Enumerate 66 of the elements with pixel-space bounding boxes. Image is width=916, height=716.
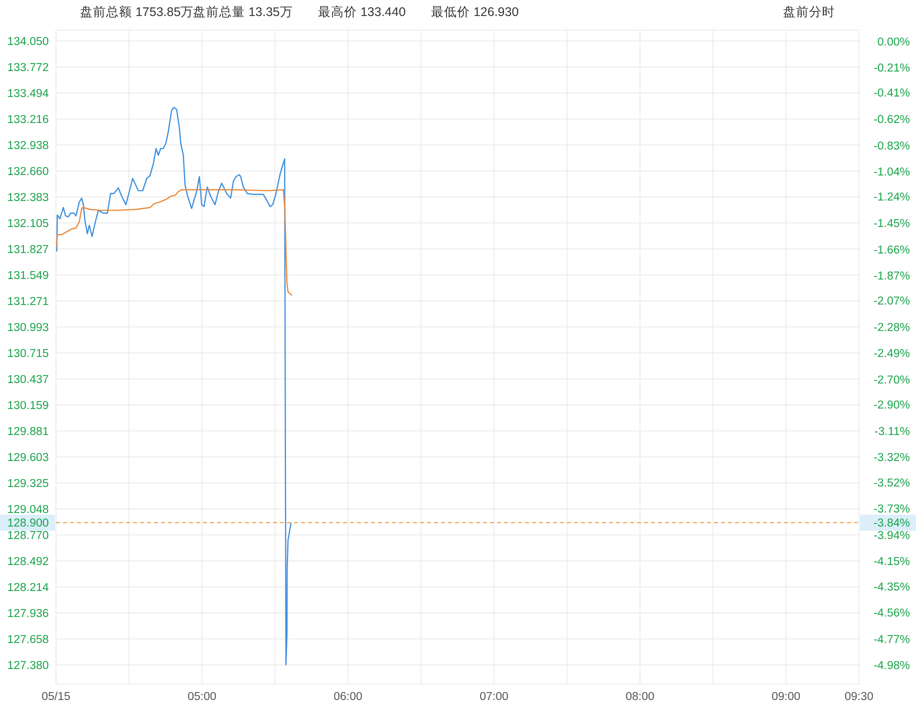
y2-tick-label: -0.21% — [874, 62, 910, 75]
y2-tick-label: -0.62% — [874, 114, 910, 126]
y2-tick-label: -4.77% — [874, 634, 910, 646]
y-tick-label: 130.159 — [7, 400, 49, 412]
y2-tick-label: -3.94% — [874, 530, 910, 542]
x-tick-label: 06:00 — [334, 691, 362, 703]
x-tick-label: 09:30 — [844, 691, 874, 703]
y2-tick-label: -2.28% — [874, 322, 910, 334]
y-tick-label: 130.437 — [7, 374, 49, 386]
y2-tick-label: -3.11% — [874, 426, 910, 438]
y-tick-label: 132.660 — [7, 166, 49, 178]
y-tick-label: 129.881 — [7, 426, 49, 438]
y2-tick-label: -0.41% — [874, 88, 910, 100]
y2-tick-label: -1.04% — [874, 166, 910, 179]
y2-tick-label: -4.56% — [874, 608, 910, 620]
line-series — [56, 106, 292, 666]
y-tick-label: 133.494 — [7, 88, 50, 100]
y2-tick-label: -1.45% — [874, 218, 910, 230]
y2-tick-label: -3.52% — [874, 477, 910, 490]
y2-tick-label: -1.66% — [874, 244, 910, 256]
y2-tick-label: -4.98% — [874, 660, 910, 672]
y-tick-label: 129.325 — [7, 478, 49, 490]
y-tick-label: 129.048 — [7, 504, 49, 516]
x-tick-label: 08:00 — [626, 691, 654, 703]
x-tick-label: 07:00 — [480, 691, 508, 703]
line-series — [56, 189, 293, 296]
y-tick-label: 130.993 — [7, 322, 49, 334]
y2-tick-label: -4.35% — [874, 581, 910, 594]
y-tick-label: 131.271 — [7, 296, 49, 308]
text: 盘前总量 13.35万 — [193, 5, 293, 19]
y-tick-label: 130.715 — [7, 348, 49, 360]
y-tick-label: 129.603 — [7, 452, 49, 464]
y2-tick-label: -2.90% — [874, 400, 910, 412]
x-tick-label: 05:00 — [188, 691, 216, 703]
y-tick-label: 128.214 — [7, 582, 50, 594]
y-tick-label: 128.770 — [7, 530, 49, 542]
x-tick-label: 09:00 — [772, 691, 800, 703]
text: 最高价 133.440 — [318, 4, 406, 19]
text: 盘前总额 1753.85万 — [80, 5, 194, 19]
text: 最低价 126.930 — [431, 5, 519, 19]
y-tick-label: 128.492 — [7, 556, 49, 568]
y2-tick-label: 0.00% — [877, 36, 910, 48]
y-tick-label: 132.938 — [7, 140, 49, 152]
y2-tick-label: -1.87% — [874, 270, 910, 283]
y-tick-label: 134.050 — [7, 36, 49, 48]
text: 盘前分时 — [783, 5, 835, 19]
y2-tick-label: -3.32% — [874, 452, 910, 464]
y2-tick-label: -1.24% — [874, 192, 910, 204]
y-tick-label: 132.105 — [7, 218, 49, 230]
y-tick-label: 133.772 — [7, 62, 49, 74]
y-tick-label: 132.383 — [7, 192, 49, 204]
y-tick-label: 131.549 — [7, 270, 49, 282]
y2-tick-label: -4.15% — [874, 556, 910, 568]
y-tick-label: 133.216 — [7, 114, 49, 126]
x-tick-label: 05/15 — [42, 691, 70, 703]
ref-line-label: 128.900 — [7, 518, 49, 530]
y2-tick-label: -0.83% — [874, 140, 910, 152]
y-tick-label: 131.827 — [7, 244, 49, 256]
y2-tick-label: -2.49% — [874, 348, 910, 360]
y-tick-label: 127.658 — [7, 634, 49, 646]
annotation: -3.84% — [874, 518, 910, 530]
y-tick-label: 127.380 — [7, 660, 49, 672]
y2-tick-label: -2.70% — [874, 374, 910, 387]
y-tick-label: 127.936 — [7, 608, 49, 620]
y2-tick-label: -3.73% — [874, 504, 910, 516]
y2-tick-label: -2.07% — [874, 296, 910, 308]
